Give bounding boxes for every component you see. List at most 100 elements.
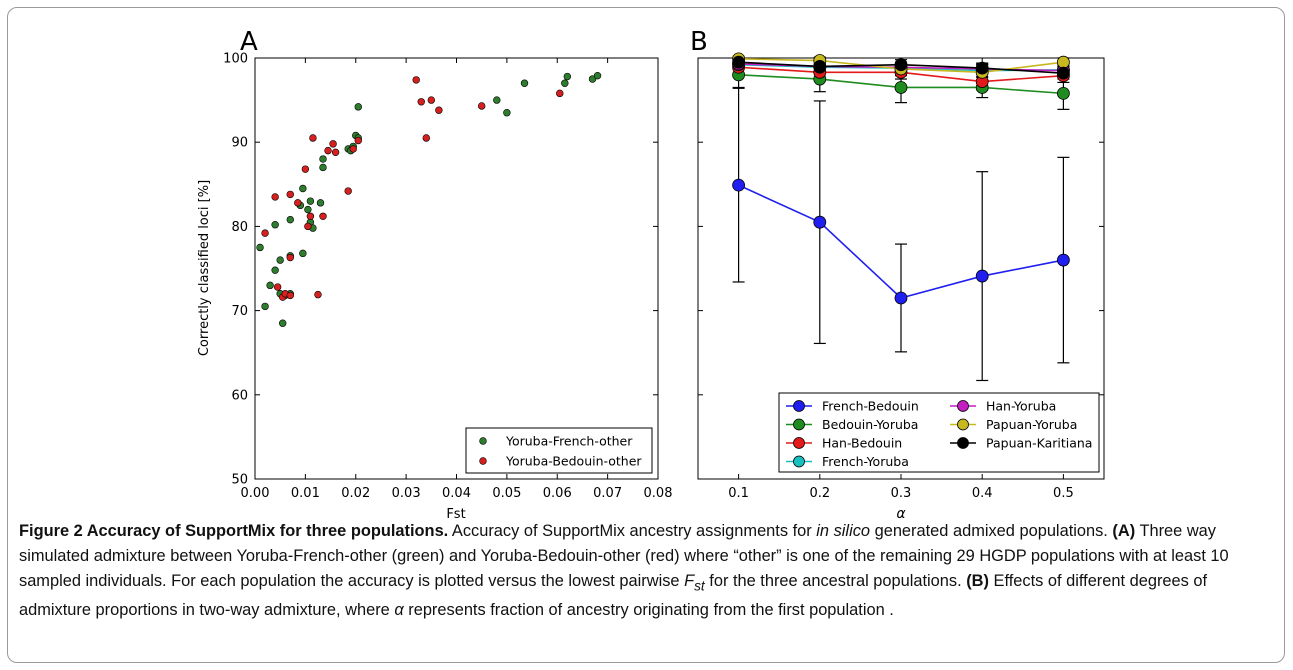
caption-text-4: for the three ancestral populations. <box>704 572 967 590</box>
legend-marker-papuan-yoruba <box>957 418 969 431</box>
panel-a: A 0.00 0.01 0.02 0.03 0.04 0.05 0.06 0.07 0.08 50… <box>197 27 672 520</box>
scatter-point-yoruba-bedouin-other <box>319 212 327 220</box>
scatter-point-yoruba-french-other <box>279 319 287 327</box>
legend-label-bedouin-yoruba: Bedouin-Yoruba <box>822 417 918 432</box>
legend-label-french-yoruba: French-Yoruba <box>822 454 909 469</box>
scatter-point-yoruba-french-other <box>271 221 279 229</box>
panel-a-xtick-label: 0.04 <box>442 486 471 501</box>
series-point-french-bedouin <box>813 215 827 229</box>
scatter-point-yoruba-bedouin-other <box>417 98 425 106</box>
scatter-point-yoruba-french-other <box>561 79 569 87</box>
panel-b-series <box>732 52 1070 382</box>
scatter-point-yoruba-french-other <box>256 243 264 252</box>
scatter-point-yoruba-bedouin-other <box>304 222 312 231</box>
scatter-point-yoruba-bedouin-other <box>306 212 315 220</box>
legend-marker-han-yoruba <box>957 400 969 412</box>
caption-text-5: Effects of different degrees of admixtur… <box>19 572 1208 620</box>
scatter-point-yoruba-french-other <box>520 79 529 87</box>
panel-a-ytick-label: 50 <box>231 473 248 488</box>
legend-label-french-bedouin: French-Bedouin <box>822 399 919 414</box>
panel-a-xtick-label: 0.06 <box>543 486 572 501</box>
panel-a-ytick-label: 90 <box>231 136 248 151</box>
scatter-point-yoruba-bedouin-other <box>294 199 302 207</box>
panel-a-xtick-label: 0.02 <box>341 486 370 501</box>
scatter-point-yoruba-bedouin-other <box>324 146 332 155</box>
series-point-french-bedouin <box>975 269 989 283</box>
legend-label-papuan-karitiana: Papuan-Karitiana <box>986 436 1092 451</box>
caption-text-6: represents fraction of ancestry originat… <box>403 601 894 620</box>
panel-a-xtick-label: 0.03 <box>392 486 421 501</box>
legend-label-yoruba-french-other: Yoruba-French-other <box>505 434 633 449</box>
panel-b: B 0.1 0.2 0.3 0.4 0.5 α French-Bedouin Bedoui… <box>690 27 1105 520</box>
panel-b-legend-box <box>778 392 1100 473</box>
panel-b-xtick-label: 0.1 <box>728 486 749 501</box>
figure-frame <box>7 7 1285 663</box>
scatter-point-yoruba-french-other <box>271 266 279 274</box>
panel-a-xtick-label: 0.05 <box>492 486 521 501</box>
caption-label-a: (A) <box>1112 522 1136 540</box>
panel-b-xtick-label: 0.5 <box>1053 486 1074 501</box>
scatter-point-yoruba-french-other <box>563 72 572 81</box>
legend-marker-bedouin-yoruba <box>793 418 805 431</box>
caption-text-2: generated admixed populations. <box>870 522 1113 540</box>
legend-label-han-yoruba: Han-Yoruba <box>986 399 1056 414</box>
scatter-point-yoruba-bedouin-other <box>314 290 322 299</box>
scatter-point-yoruba-french-other <box>319 155 327 163</box>
caption-text-1: Accuracy of SupportMix ancestry assignme… <box>448 522 817 540</box>
scatter-point-yoruba-french-other <box>306 197 315 205</box>
figure-panels: A 0.00 0.01 0.02 0.03 0.04 0.05 0.06 0.07 0.08 50… <box>197 27 1105 520</box>
scatter-point-yoruba-french-other <box>503 109 511 117</box>
scatter-point-yoruba-bedouin-other <box>331 148 340 157</box>
panel-a-points <box>256 71 602 327</box>
panel-a-legend-box <box>465 427 653 474</box>
legend-label-papuan-yoruba: Papuan-Yoruba <box>986 417 1077 432</box>
scatter-point-yoruba-french-other <box>588 75 597 83</box>
caption-fst-symbol: F <box>684 572 695 590</box>
scatter-point-yoruba-bedouin-other <box>422 134 430 142</box>
panel-b-xtick-label: 0.3 <box>891 486 912 501</box>
panel-a-legend: Yoruba-French-other Yoruba-Bedouin-other <box>465 427 653 474</box>
series-point-papuan-karitiana <box>1057 66 1070 80</box>
scatter-point-yoruba-french-other <box>299 249 307 258</box>
panel-a-xtick-label: 0.08 <box>644 486 673 501</box>
scatter-point-yoruba-french-other <box>304 205 312 214</box>
series-point-papuan-karitiana <box>975 61 989 75</box>
legend-marker-yoruba-french-other <box>479 437 487 445</box>
panel-b-xtick-label: 0.2 <box>809 486 830 501</box>
panel-a-label: A <box>240 27 258 57</box>
series-point-papuan-karitiana <box>894 58 908 72</box>
scatter-point-yoruba-bedouin-other <box>354 136 362 145</box>
legend-marker-han-bedouin <box>793 437 805 449</box>
scatter-point-yoruba-bedouin-other <box>271 193 279 201</box>
scatter-point-yoruba-bedouin-other <box>261 229 269 237</box>
scatter-point-yoruba-french-other <box>299 184 307 193</box>
series-point-papuan-karitiana <box>813 60 827 73</box>
legend-label-yoruba-bedouin-other: Yoruba-Bedouin-other <box>505 454 642 469</box>
scatter-point-yoruba-french-other <box>266 281 274 290</box>
legend-marker-yoruba-bedouin-other <box>479 457 487 465</box>
scatter-point-yoruba-bedouin-other <box>309 134 317 142</box>
series-point-french-bedouin <box>1057 253 1070 267</box>
scatter-point-yoruba-french-other <box>276 256 284 264</box>
scatter-point-yoruba-french-other <box>354 103 362 111</box>
scatter-point-yoruba-bedouin-other <box>286 291 294 300</box>
panel-b-xtick-label: 0.4 <box>972 486 993 501</box>
caption-alpha-symbol: α <box>394 601 404 620</box>
panel-a-ylabel: Correctly classified loci [%] <box>197 180 212 356</box>
scatter-point-yoruba-bedouin-other <box>556 89 564 98</box>
scatter-point-yoruba-bedouin-other <box>301 165 310 173</box>
panel-b-label: B <box>690 27 708 57</box>
panel-a-ytick-label: 80 <box>231 220 248 235</box>
scatter-point-yoruba-french-other <box>593 71 602 80</box>
scatter-point-yoruba-bedouin-other <box>286 253 294 262</box>
scatter-point-yoruba-french-other <box>316 199 325 207</box>
series-point-bedouin-yoruba <box>1057 86 1070 100</box>
series-point-papuan-yoruba <box>1057 55 1070 69</box>
caption-italic-in-silico: in silico <box>816 522 871 540</box>
panel-a-xtick-label: 0.07 <box>593 486 622 501</box>
caption-fst-subscript: st <box>694 578 705 594</box>
legend-marker-papuan-karitiana <box>957 437 969 449</box>
scatter-point-yoruba-bedouin-other <box>344 187 352 195</box>
panel-a-xtick-label: 0.01 <box>291 486 320 501</box>
scatter-point-yoruba-french-other <box>493 96 501 104</box>
